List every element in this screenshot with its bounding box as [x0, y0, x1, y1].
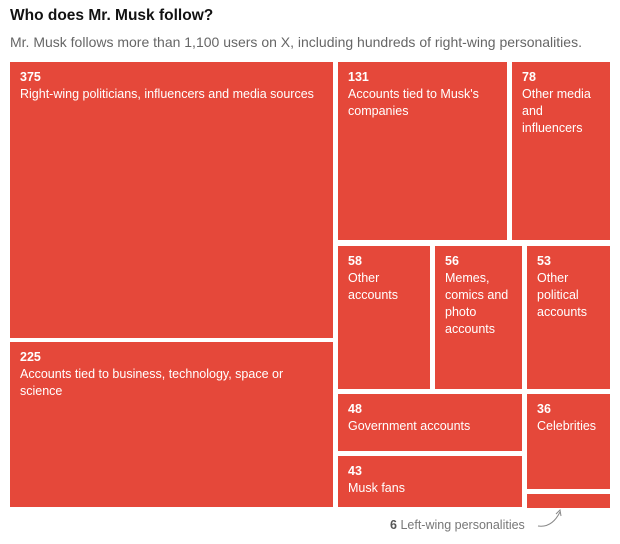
tile-right-wing: 375 Right-wing politicians, influencers a… — [10, 62, 333, 338]
tile-value: 56 — [445, 254, 459, 268]
tile-label: Accounts tied to Musk's companies — [348, 87, 479, 118]
tile-other-media: 78 Other media and influencers — [512, 62, 610, 240]
tile-label: Right-wing politicians, influencers and … — [20, 87, 314, 101]
tile-musk-companies: 131 Accounts tied to Musk's companies — [338, 62, 507, 240]
tile-label: Other media and influencers — [522, 87, 591, 135]
tile-value: 58 — [348, 254, 362, 268]
tile-musk-fans: 43 Musk fans — [338, 456, 522, 507]
tile-value: 375 — [20, 70, 41, 84]
tile-label: Other political accounts — [537, 271, 588, 319]
left-wing-label: Left-wing personalities — [400, 518, 525, 532]
tile-label: Celebrities — [537, 419, 597, 433]
tile-value: 43 — [348, 464, 362, 478]
tile-government: 48 Government accounts — [338, 394, 522, 451]
annotation-arrow-icon — [537, 508, 562, 527]
tile-label: Memes, comics and photo accounts — [445, 271, 509, 336]
left-wing-annotation: 6 Left-wing personalities — [390, 518, 525, 532]
tile-value: 131 — [348, 70, 369, 84]
tile-other-accounts: 58 Other accounts — [338, 246, 430, 389]
tile-label: Musk fans — [348, 481, 405, 495]
tile-business-tech: 225 Accounts tied to business, technology… — [10, 342, 333, 507]
left-wing-value: 6 — [390, 518, 397, 532]
chart-title: Who does Mr. Musk follow? — [10, 7, 214, 24]
tile-value: 53 — [537, 254, 551, 268]
tile-value: 36 — [537, 402, 551, 416]
tile-value: 78 — [522, 70, 536, 84]
tile-label: Other accounts — [348, 271, 399, 302]
chart-subtitle: Mr. Musk follows more than 1,100 users o… — [10, 34, 582, 50]
tile-other-political: 53 Other political accounts — [527, 246, 610, 389]
tile-value: 225 — [20, 350, 41, 364]
tile-label: Accounts tied to business, technology, s… — [20, 367, 284, 398]
tile-label: Government accounts — [348, 419, 471, 433]
tile-celebrities: 36 Celebrities — [527, 394, 610, 489]
tile-left-wing — [527, 494, 610, 508]
tile-memes-comics: 56 Memes, comics and photo accounts — [435, 246, 522, 389]
tile-value: 48 — [348, 402, 362, 416]
